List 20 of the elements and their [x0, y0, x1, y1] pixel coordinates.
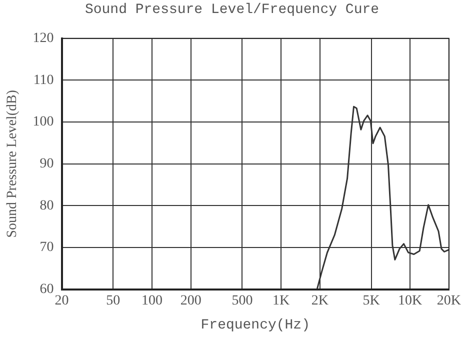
chart-title: Sound Pressure Level/Frequency Cure — [84, 2, 380, 18]
y-tick-label: 110 — [33, 72, 54, 88]
x-tick-label: 100 — [142, 293, 162, 308]
y-tick-label: 120 — [32, 31, 54, 46]
y-tick-label: 70 — [40, 240, 54, 256]
x-tick-label: 1K — [272, 293, 290, 308]
x-tick-label: 5K — [362, 293, 380, 308]
y-tick-label: 90 — [40, 156, 54, 172]
x-tick-label: 20K — [436, 293, 462, 308]
x-tick-label: 200 — [180, 293, 202, 308]
x-tick-label: 20 — [54, 293, 69, 308]
x-tick-label: 500 — [232, 293, 253, 308]
x-axis-title: Frequency(Hz) — [200, 317, 310, 334]
y-tick-label: 100 — [32, 114, 54, 130]
x-tick-label: 10K — [398, 293, 422, 308]
y-axis-title: Sound Pressure Level(dB) — [5, 90, 20, 238]
y-tick-label: 80 — [40, 198, 54, 214]
y-tick-label: 60 — [40, 282, 54, 298]
x-tick-label: 2K — [311, 293, 328, 308]
x-tick-label: 50 — [106, 293, 120, 308]
